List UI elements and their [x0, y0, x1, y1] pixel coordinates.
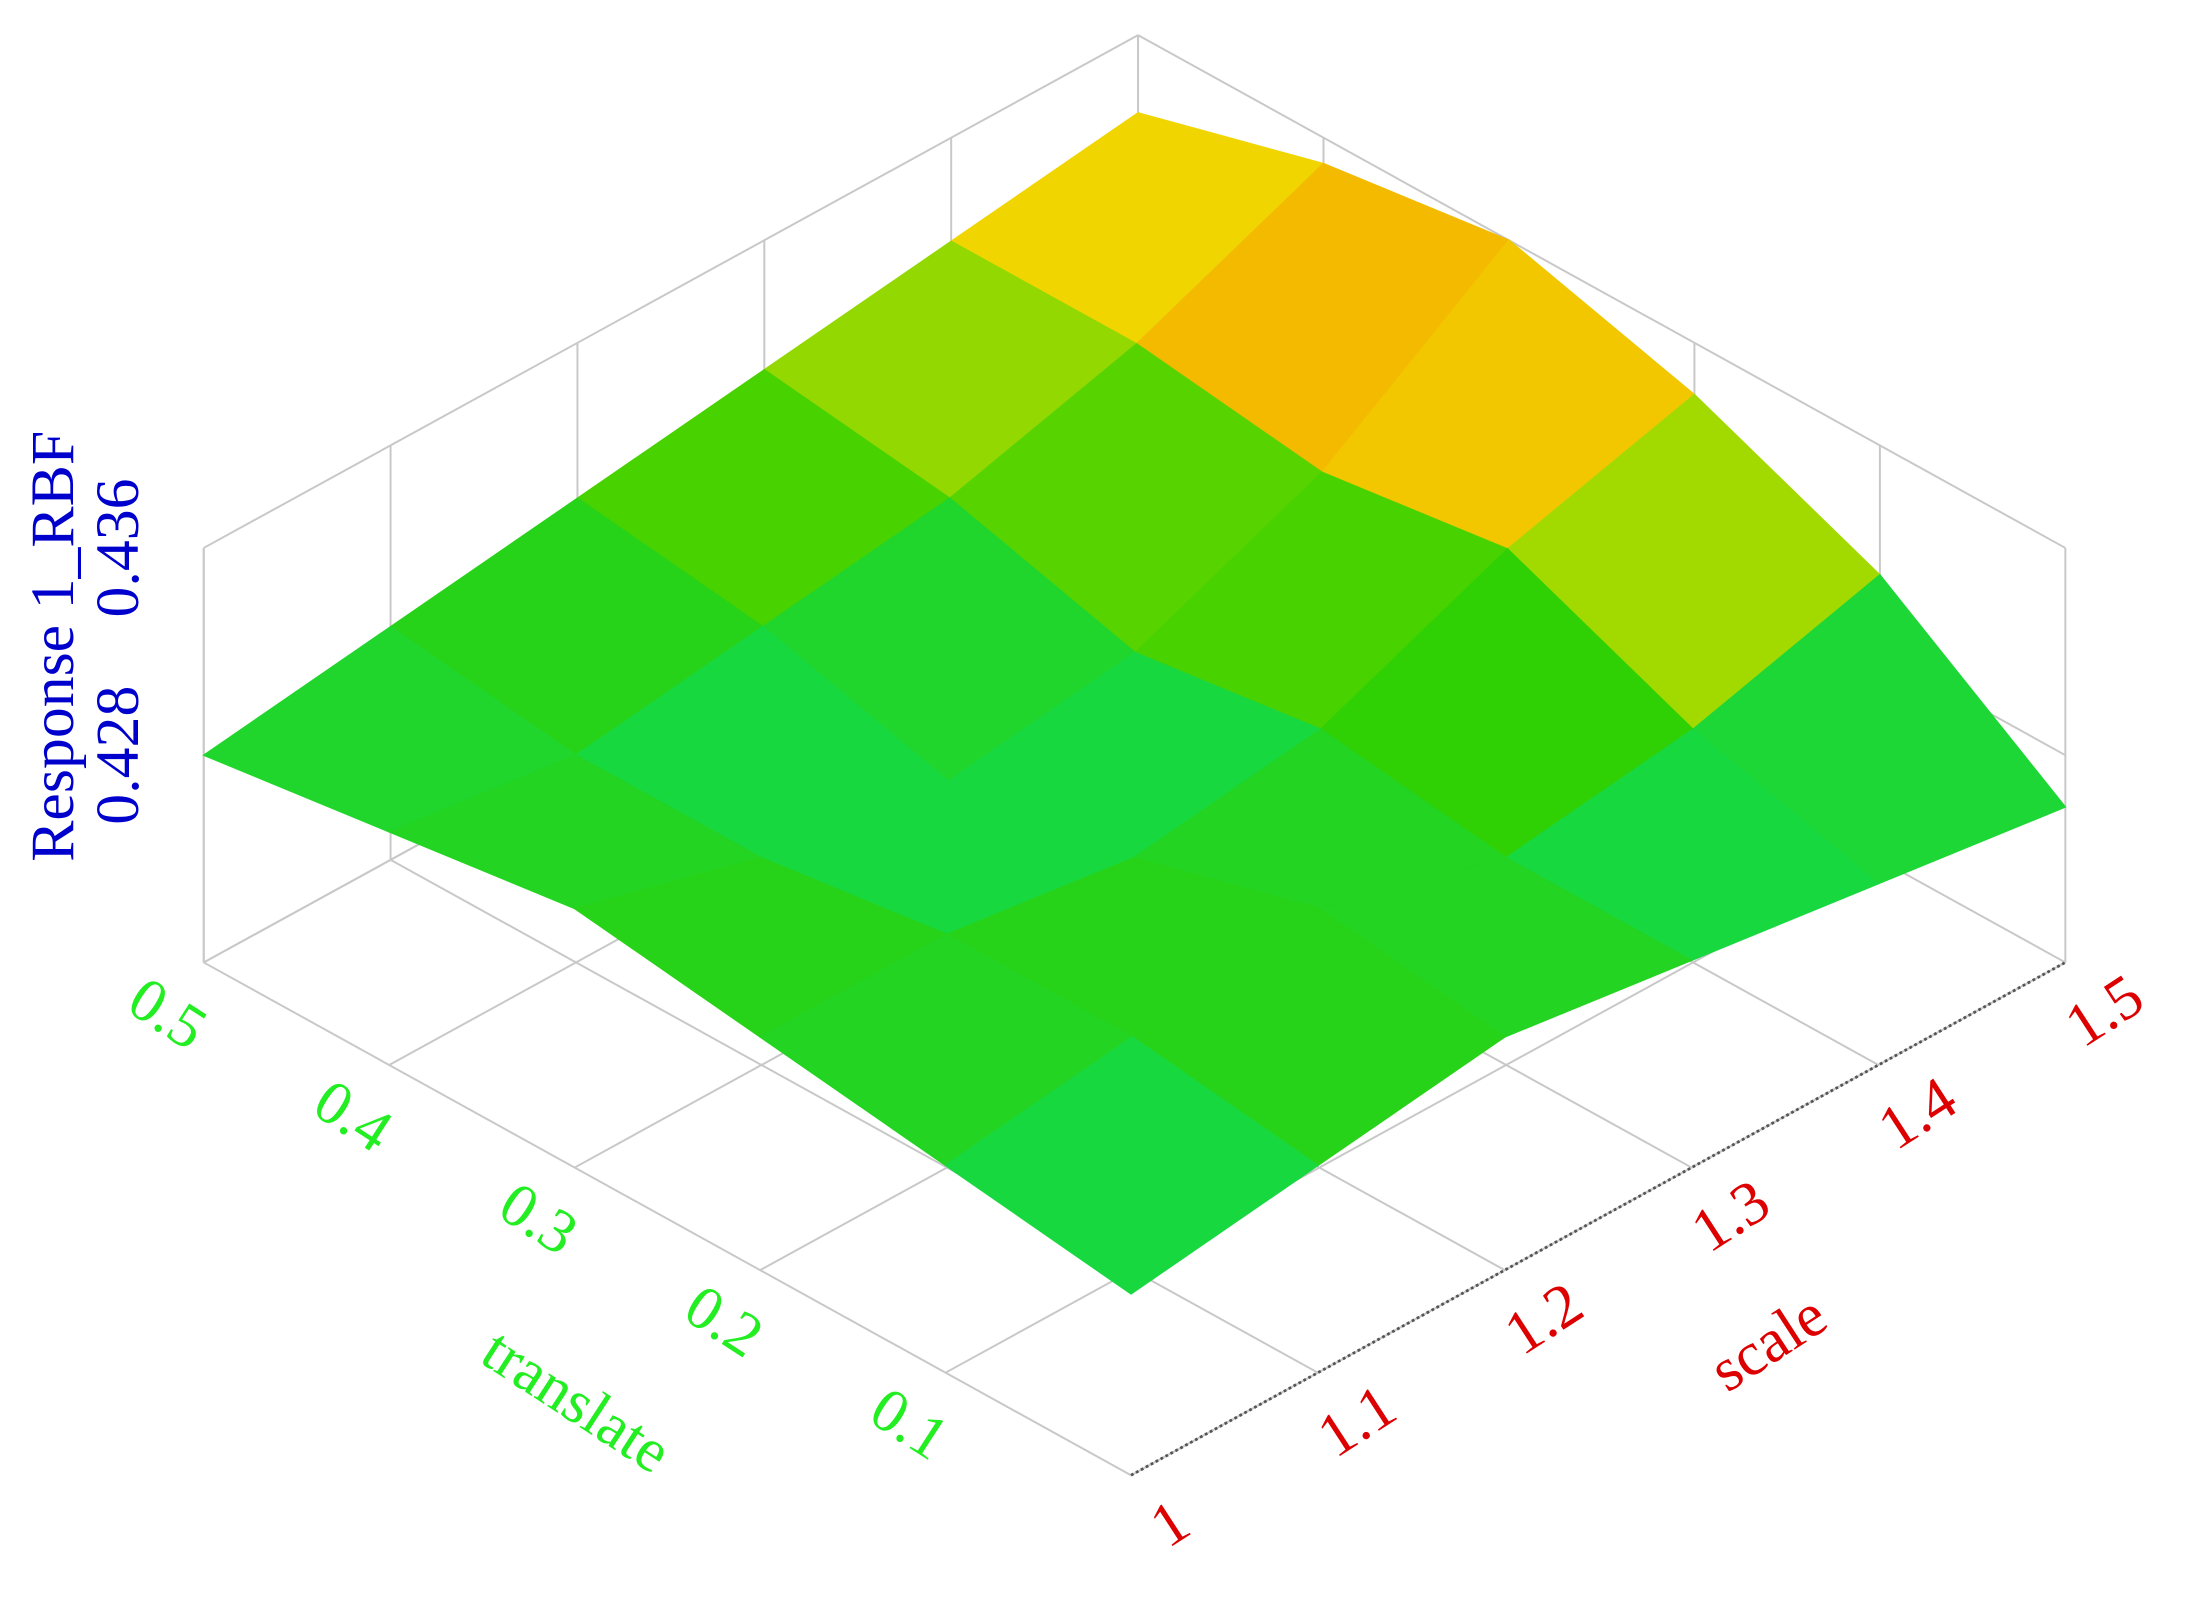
- plot-area: 1 1.1 1.2 1.3 1.4 1.5 0.1 0.2 0.3 0.4 0.5 0.428 0.43…: [19, 34, 2155, 1561]
- x-tick-label: 1: [1139, 1487, 1202, 1561]
- x-tick-label: 1.2: [1493, 1269, 1595, 1368]
- y-tick-label: 0.4: [302, 1067, 404, 1166]
- y-tick-label: 0.3: [488, 1169, 590, 1268]
- x-tick-label: 1.1: [1306, 1372, 1408, 1471]
- x-tick-label: 1.3: [1680, 1167, 1782, 1266]
- z-tick-label: 0.428: [84, 686, 152, 825]
- floor-grid-line: [203, 961, 1132, 1477]
- y-tick-label: 0.2: [673, 1272, 775, 1371]
- surface-cell: [944, 1036, 1320, 1295]
- z-tick-label: 0.436: [84, 478, 152, 617]
- x-tick-label: 1.4: [1867, 1064, 1969, 1163]
- y-tick-label: 0.5: [117, 964, 219, 1063]
- y-tick-label: 0.1: [858, 1374, 960, 1473]
- z-axis-title: Response 1_RBF: [19, 431, 87, 862]
- x-tick-label: 1.5: [2053, 961, 2155, 1060]
- floor-grid-line: [390, 858, 1319, 1374]
- x-axis-title: scale: [1698, 1281, 1839, 1405]
- wall-grid-line: [203, 34, 1139, 549]
- wall-grid-line: [1137, 34, 2066, 549]
- y-axis-title: translate: [470, 1316, 683, 1487]
- x-axis-line: [1130, 961, 2067, 1477]
